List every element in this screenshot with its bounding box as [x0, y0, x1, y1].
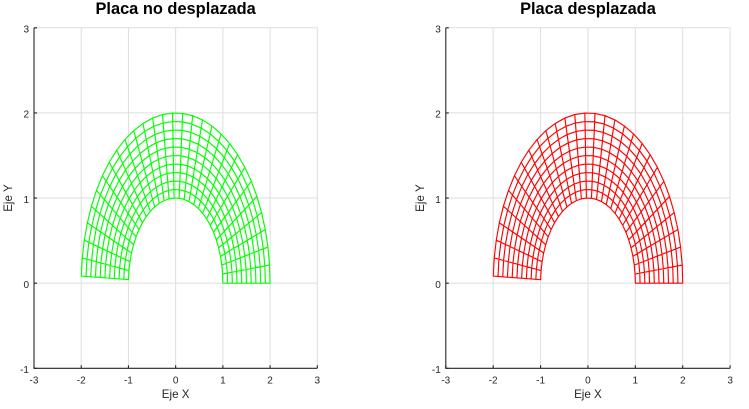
svg-text:1: 1 — [220, 376, 226, 387]
svg-text:2: 2 — [23, 110, 29, 121]
svg-text:1: 1 — [633, 376, 639, 387]
svg-text:1: 1 — [435, 195, 441, 206]
svg-text:3: 3 — [315, 376, 321, 387]
svg-text:3: 3 — [727, 376, 733, 387]
svg-text:2: 2 — [680, 376, 686, 387]
svg-text:3: 3 — [435, 25, 441, 36]
svg-text:0: 0 — [585, 376, 591, 387]
svg-text:Placa desplazada: Placa desplazada — [520, 0, 657, 18]
svg-text:Eje X: Eje X — [162, 388, 190, 401]
svg-text:-1: -1 — [432, 365, 441, 376]
svg-text:0: 0 — [173, 376, 179, 387]
svg-text:-3: -3 — [30, 376, 39, 387]
svg-text:3: 3 — [23, 25, 29, 36]
svg-text:-1: -1 — [20, 365, 29, 376]
svg-text:-3: -3 — [441, 376, 450, 387]
svg-text:0: 0 — [23, 280, 29, 291]
svg-text:-1: -1 — [536, 376, 545, 387]
svg-text:2: 2 — [267, 376, 273, 387]
svg-text:2: 2 — [435, 110, 441, 121]
svg-text:1: 1 — [23, 195, 29, 206]
svg-text:-2: -2 — [77, 376, 86, 387]
svg-text:Placa no desplazada: Placa no desplazada — [95, 0, 256, 18]
svg-text:0: 0 — [435, 280, 441, 291]
svg-text:Eje Y: Eje Y — [2, 184, 15, 212]
svg-text:-1: -1 — [124, 376, 133, 387]
svg-text:Eje Y: Eje Y — [414, 184, 427, 212]
svg-text:-2: -2 — [489, 376, 498, 387]
svg-text:Eje X: Eje X — [574, 388, 602, 401]
